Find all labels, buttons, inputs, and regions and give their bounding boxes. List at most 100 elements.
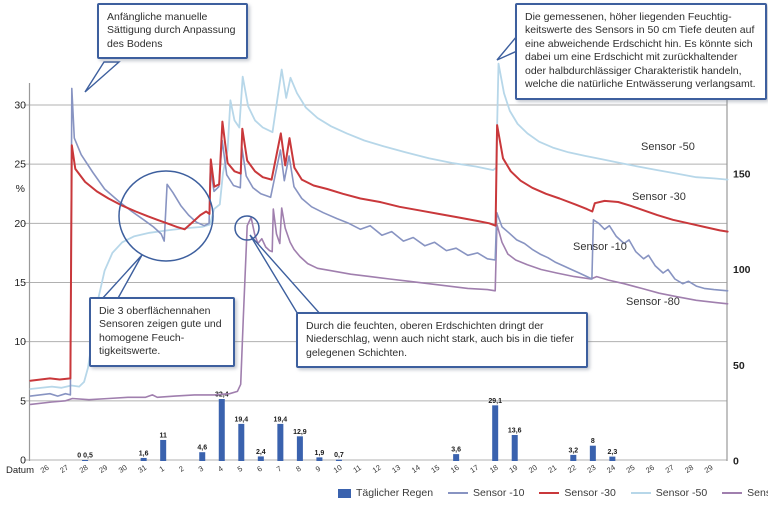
- rain-bar: [82, 460, 89, 461]
- callout-pointer-surface-sensors: [99, 254, 143, 301]
- rain-bar-value-label: 19,4: [274, 416, 288, 423]
- rain-bar: [238, 423, 245, 461]
- legend-label: Täglicher Regen: [356, 487, 434, 499]
- sensor-10-line-swatch-icon: [448, 492, 469, 494]
- highlight-circle-deep-sensor-rise: [234, 215, 260, 241]
- x-tick-label: 30: [117, 463, 129, 475]
- rain-bar: [570, 454, 577, 461]
- y-left-tick-label: 20: [14, 218, 26, 230]
- x-tick-label: 27: [664, 463, 676, 475]
- legend-label: Sensor -10: [473, 487, 525, 499]
- x-tick-label: 3: [197, 464, 205, 474]
- x-tick-label: 14: [410, 463, 422, 475]
- legend-item-sensor-30: Sensor -30: [539, 487, 616, 499]
- x-tick-label: 29: [97, 463, 109, 475]
- series-inline-label: Sensor -80: [626, 296, 680, 308]
- series-inline-label: Sensor -30: [632, 191, 686, 203]
- y-left-tick-label: 25: [14, 159, 26, 171]
- x-tick-label: 27: [58, 463, 70, 475]
- x-tick-label: 22: [566, 463, 578, 475]
- x-tick-label: 26: [644, 463, 656, 475]
- y-right-tick-label: 50: [733, 360, 745, 372]
- rain-bar-value-label: 4,6: [197, 445, 207, 452]
- x-tick-label: 21: [546, 463, 558, 475]
- callout-pointer-initial-saturation: [84, 61, 121, 93]
- rain-bar: [257, 456, 264, 461]
- annotation-initial-saturation: Anfängliche manuelle Sättigung durch Anp…: [97, 3, 248, 60]
- y-right-tick-label: 150: [733, 169, 751, 181]
- rain-bar-value-label: 11: [159, 432, 167, 439]
- rain-bar-value-label: 0,7: [334, 452, 344, 459]
- legend-item-sensor-80: Sensor -80: [722, 487, 768, 499]
- rain-bar-value-label: 1,9: [315, 450, 325, 457]
- annotation-surface-sensors: Die 3 oberflächennahen Sensoren zeigen g…: [89, 297, 235, 367]
- sensor-50-line-swatch-icon: [630, 492, 651, 494]
- x-tick-label: 1: [158, 464, 166, 474]
- annotation-sensor50-soil-layer: Die gemessenen, höher liegenden Feuchtig…: [515, 3, 767, 100]
- x-axis-title: Datum: [6, 465, 34, 476]
- rain-bar: [277, 423, 284, 461]
- legend-item-rain: Täglicher Regen: [338, 487, 433, 499]
- callout-pointer-deep-infiltration: [249, 234, 324, 317]
- x-tick-label: 12: [371, 463, 383, 475]
- rain-bar: [140, 457, 147, 461]
- x-tick-label: 15: [429, 463, 441, 475]
- rain-bar: [160, 439, 167, 461]
- rain-bar: [316, 457, 323, 461]
- y-left-tick-label: 5: [20, 395, 26, 407]
- x-tick-label: 2: [177, 464, 185, 474]
- x-tick-label: 26: [39, 463, 51, 475]
- x-tick-label: 28: [78, 463, 90, 475]
- x-tick-label: 9: [314, 464, 322, 474]
- rain-bar-value-label: 3,6: [451, 447, 461, 454]
- x-tick-label: 28: [683, 463, 695, 475]
- x-tick-label: 8: [294, 464, 302, 474]
- legend-label: Sensor -80: [747, 487, 768, 499]
- x-tick-label: 20: [527, 463, 539, 475]
- annotation-deep-infiltration: Durch die feuchten, oberen Erdschichten …: [296, 312, 588, 369]
- x-tick-label: 4: [216, 464, 224, 474]
- series-inline-label: Sensor -10: [573, 241, 627, 253]
- x-tick-label: 6: [255, 464, 263, 474]
- x-tick-label: 19: [507, 463, 519, 475]
- x-tick-label: 29: [703, 463, 715, 475]
- callout-pointer-sensor50-layer: [496, 34, 518, 61]
- rain-bar-value-label: 29,1: [488, 398, 502, 405]
- rain-bar: [589, 445, 596, 461]
- series-line-sensor-10: [29, 87, 729, 397]
- rain-bar-value-label: 0 0,5: [77, 453, 93, 460]
- series-line-sensor-50: [29, 62, 729, 390]
- rain-bar-value-label: 8: [591, 438, 595, 445]
- x-tick-label: 7: [275, 464, 283, 474]
- rain-bar: [296, 436, 303, 461]
- x-tick-label: 5: [236, 464, 244, 474]
- x-tick-label: 13: [390, 463, 402, 475]
- x-tick-label: 31: [136, 463, 148, 475]
- y-left-tick-label: 30: [14, 100, 26, 112]
- x-tick-label: 16: [449, 463, 461, 475]
- rain-bar: [335, 459, 342, 461]
- y-left-tick-label: 10: [14, 336, 26, 348]
- rain-bar: [492, 405, 499, 461]
- rain-bar-swatch-icon: [338, 488, 351, 498]
- y-left-tick-label: 0: [20, 455, 26, 467]
- legend-item-sensor-10: Sensor -10: [448, 487, 524, 499]
- x-tick-label: 23: [586, 463, 598, 475]
- rain-bar: [199, 452, 206, 461]
- x-tick-label: 17: [468, 463, 480, 475]
- rain-bar-value-label: 1,6: [139, 450, 149, 457]
- y-right-tick-label: 100: [733, 264, 751, 276]
- rain-bar-value-label: 12,9: [293, 429, 307, 436]
- y-left-tick-label: 15: [14, 277, 26, 289]
- legend-item-sensor-50: Sensor -50: [630, 487, 707, 499]
- rain-bar: [609, 456, 616, 461]
- rain-bar: [453, 454, 460, 461]
- rain-bar-value-label: 19,4: [234, 416, 248, 423]
- x-tick-label: 11: [351, 463, 362, 475]
- chart-legend: Täglicher Regen Sensor -10 Sensor -30 Se…: [338, 487, 768, 499]
- series-inline-label: Sensor -50: [641, 141, 695, 153]
- y-right-tick-label: 0: [733, 456, 739, 468]
- rain-bar-value-label: 13,6: [508, 427, 522, 434]
